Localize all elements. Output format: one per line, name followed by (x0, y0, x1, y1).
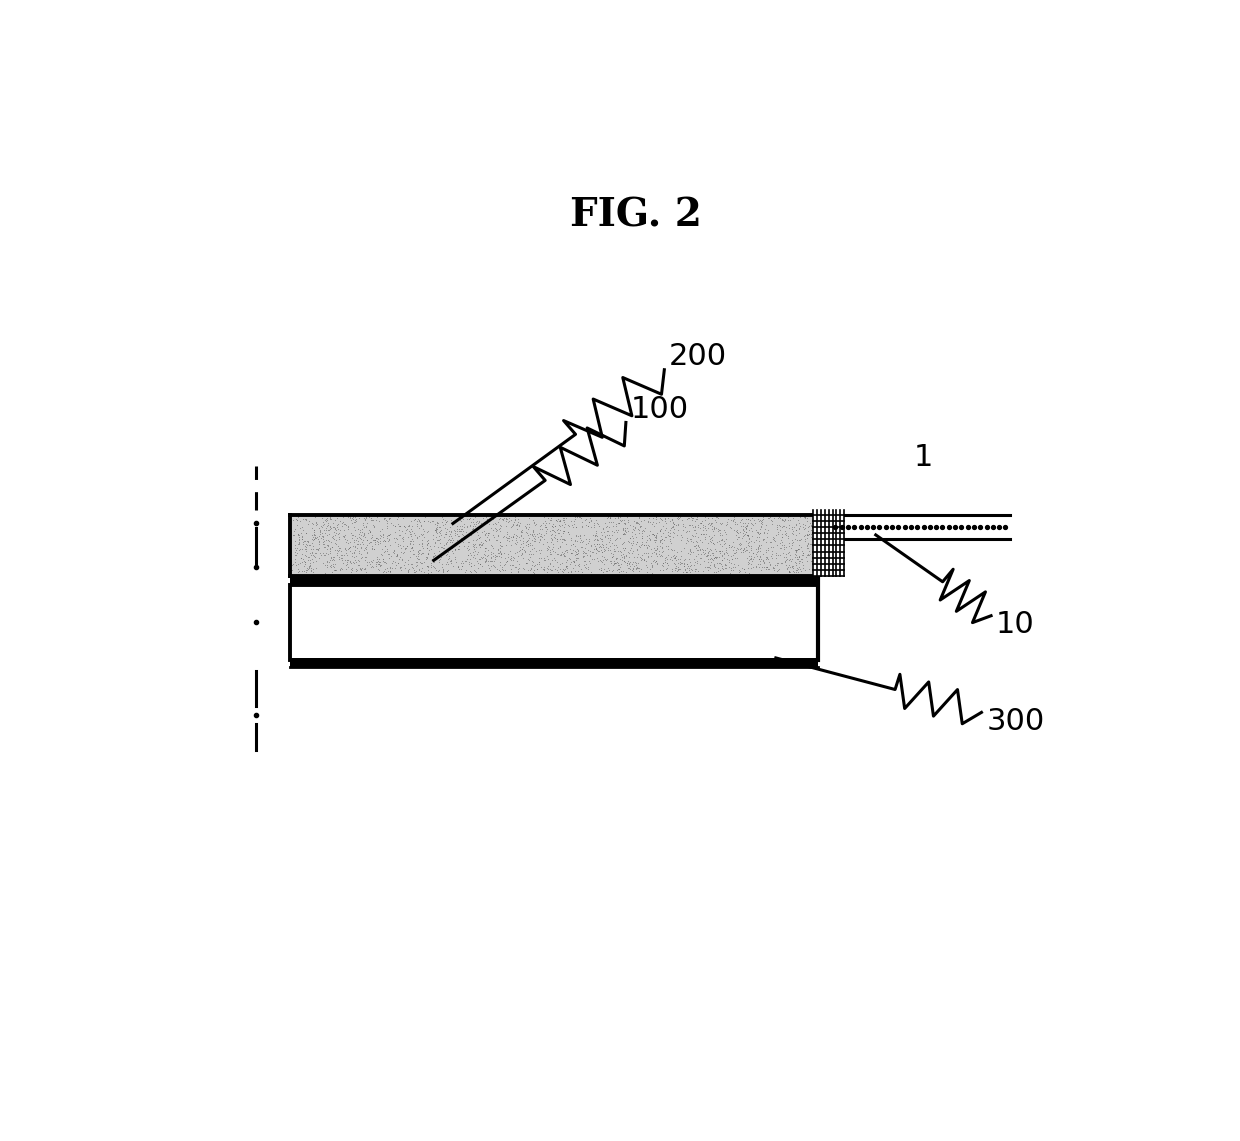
Text: 100: 100 (631, 395, 689, 423)
Bar (290, 576, 818, 585)
Bar (290, 515, 818, 576)
Bar (290, 658, 818, 666)
Text: 300: 300 (986, 706, 1044, 736)
Text: 1: 1 (914, 443, 934, 472)
Bar (290, 585, 818, 659)
Bar (813, 510, 844, 576)
Text: FIG. 2: FIG. 2 (569, 197, 702, 235)
Text: 200: 200 (670, 342, 727, 371)
Text: 10: 10 (996, 610, 1034, 639)
